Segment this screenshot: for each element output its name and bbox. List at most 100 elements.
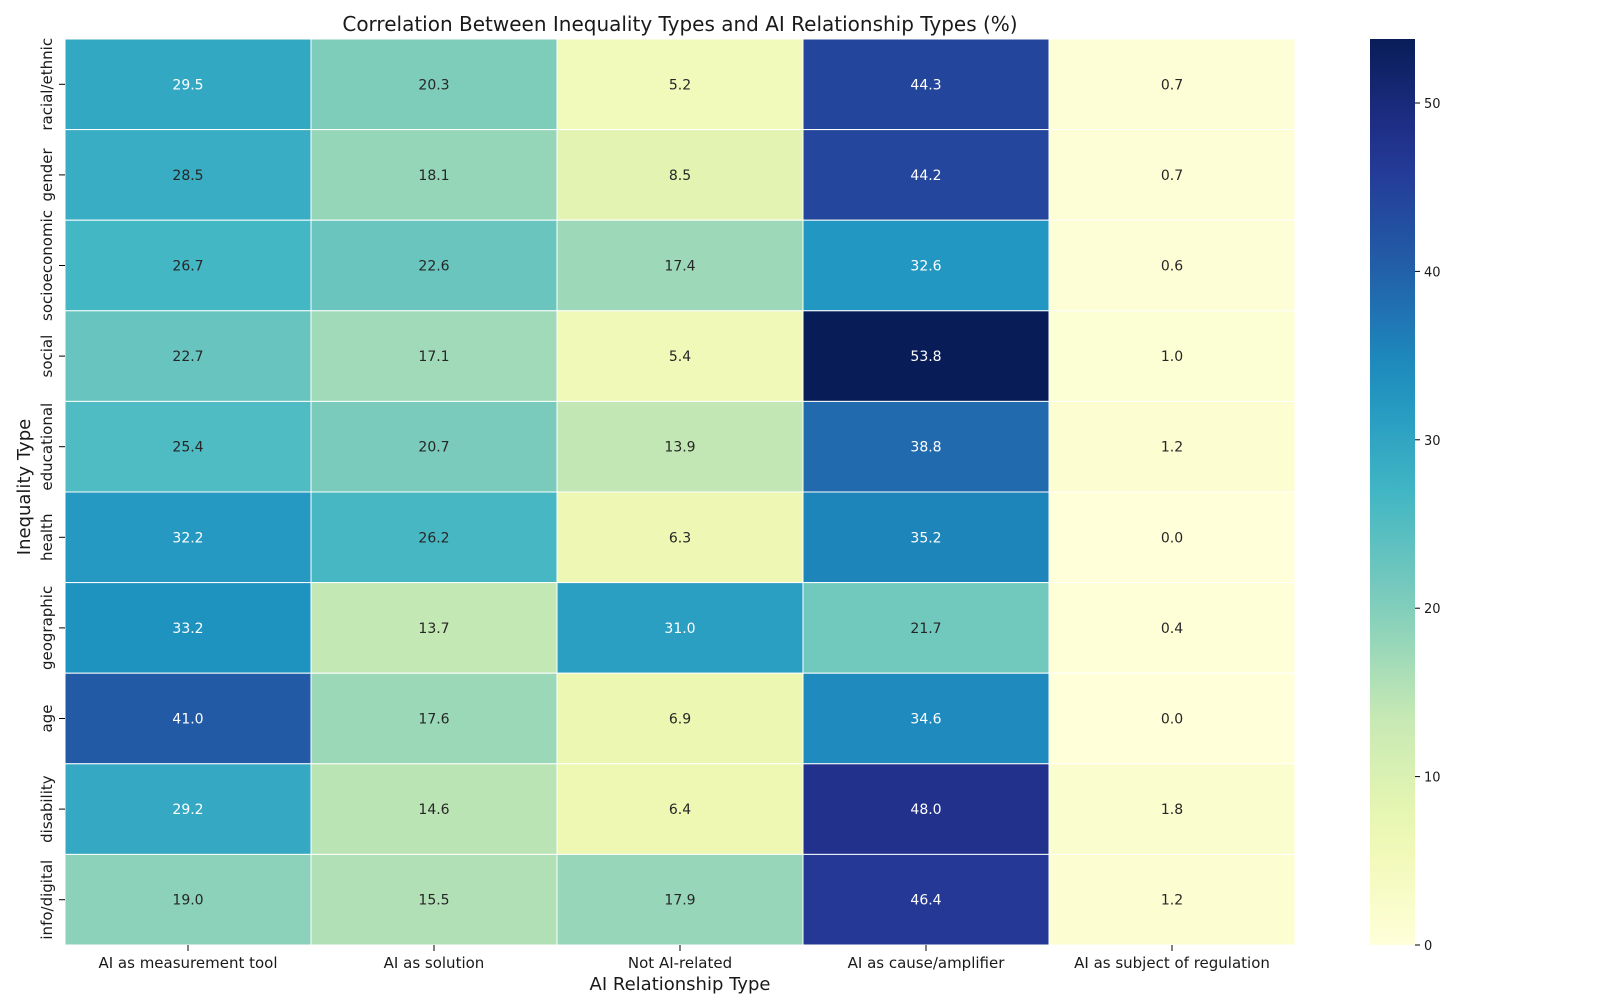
cell-value-label: 26.2 [418, 530, 449, 546]
heatmap-cell [310, 400, 558, 493]
heatmap-cell [310, 310, 558, 402]
heatmap-cell [310, 491, 558, 584]
cell-value-label: 19.0 [172, 893, 203, 909]
cell-value-label: 29.2 [172, 802, 203, 818]
heatmap-cell [556, 219, 804, 312]
cell-value-label: 22.6 [418, 259, 449, 275]
cell-value-label: 21.7 [910, 621, 941, 637]
cell-value-label: 48.0 [910, 802, 941, 818]
cell-value-label: 35.2 [910, 530, 941, 546]
cell-value-label: 0.0 [1161, 530, 1183, 546]
heatmap-cell [1048, 219, 1296, 312]
y-tick-label: racial/ethnic [38, 38, 56, 131]
cell-value-label: 6.9 [669, 712, 691, 728]
cell-value-label: 1.0 [1161, 349, 1183, 365]
heatmap-cell [802, 38, 1050, 131]
heatmap-cell [64, 38, 312, 131]
heatmap-cell [310, 853, 558, 946]
y-tick-label: social [38, 335, 56, 378]
colorbar-tick-label: 40 [1424, 265, 1441, 280]
cell-value-label: 33.2 [172, 621, 203, 637]
heatmap-cell [64, 853, 312, 946]
heatmap-cell [64, 582, 312, 674]
colorbar-tick-label: 20 [1424, 602, 1441, 617]
cell-value-label: 1.8 [1161, 802, 1183, 818]
colorbar-tick-label: 10 [1424, 771, 1441, 786]
cell-value-label: 26.7 [172, 259, 203, 275]
cell-value-label: 14.6 [418, 802, 449, 818]
heatmap-cell [802, 219, 1050, 312]
y-tick-label: gender [38, 147, 56, 201]
cell-value-label: 38.8 [910, 440, 941, 456]
heatmap-cell [802, 491, 1050, 584]
cell-value-label: 31.0 [664, 621, 695, 637]
cell-value-label: 41.0 [172, 712, 203, 728]
cell-value-label: 5.4 [669, 349, 691, 365]
x-tick-label: AI as subject of regulation [1074, 954, 1270, 972]
cell-value-label: 17.9 [664, 893, 695, 909]
heatmap-cell [1048, 400, 1296, 493]
cell-value-label: 20.3 [418, 77, 449, 93]
heatmap-cell [1048, 129, 1296, 221]
heatmap-cell [310, 38, 558, 131]
colorbar-tick-label: 50 [1424, 97, 1441, 112]
cell-value-label: 13.9 [664, 440, 695, 456]
cell-value-label: 6.3 [669, 530, 691, 546]
heatmap-cell [556, 491, 804, 584]
y-tick-label: age [38, 705, 56, 733]
heatmap-cell [1048, 672, 1296, 765]
heatmap-cell [556, 672, 804, 765]
heatmap-cell [556, 400, 804, 493]
y-tick-label: educational [38, 403, 56, 491]
x-axis: AI as measurement tool AI as solution Not … [98, 945, 1270, 972]
cell-value-label: 0.0 [1161, 712, 1183, 728]
y-tick-label: health [38, 514, 56, 561]
heatmap-cell [64, 129, 312, 221]
heatmap-cell [556, 853, 804, 946]
x-tick-label: AI as measurement tool [98, 954, 277, 972]
heatmap-cell [1048, 582, 1296, 674]
heatmap-cell [556, 129, 804, 221]
heatmap-cell [310, 672, 558, 765]
cell-value-label: 25.4 [172, 440, 203, 456]
cell-value-label: 34.6 [910, 712, 941, 728]
chart-title: Correlation Between Inequality Types and… [342, 12, 1017, 36]
cell-value-label: 28.5 [172, 168, 203, 184]
heatmap-cell [1048, 38, 1296, 131]
heatmap-cell [1048, 310, 1296, 402]
heatmap-cell [310, 219, 558, 312]
heatmap-cell [64, 400, 312, 493]
colorbar-tick-label: 30 [1424, 434, 1441, 449]
y-tick-label: info/digital [38, 860, 56, 940]
x-tick-label: AI as cause/amplifier [848, 954, 1006, 972]
cell-value-label: 46.4 [910, 893, 941, 909]
y-axis: racial/ethnic gender socioeconomic social ed… [38, 38, 65, 940]
cell-value-label: 17.6 [418, 712, 449, 728]
y-tick-label: socioeconomic [38, 210, 56, 321]
cell-value-label: 44.3 [910, 77, 941, 93]
x-tick-label: AI as solution [384, 954, 485, 972]
colorbar: 0 10 20 30 40 50 [1370, 39, 1441, 954]
cell-value-label: 53.8 [910, 349, 941, 365]
colorbar-tick-label: 0 [1424, 939, 1432, 954]
heatmap-cell [64, 672, 312, 765]
heatmap-cell [802, 853, 1050, 946]
cell-value-label: 8.5 [669, 168, 691, 184]
cell-value-label: 15.5 [418, 893, 449, 909]
heatmap-cells [64, 38, 1296, 946]
cell-value-label: 0.7 [1161, 168, 1183, 184]
cell-value-label: 32.6 [910, 259, 941, 275]
heatmap-cell [556, 38, 804, 131]
heatmap-cell [802, 672, 1050, 765]
heatmap-cell [802, 310, 1050, 402]
colorbar-gradient [1370, 39, 1415, 945]
heatmap-cell [1048, 853, 1296, 946]
cell-value-label: 17.4 [664, 259, 695, 275]
cell-value-label: 0.4 [1161, 621, 1183, 637]
heatmap-cell [1048, 491, 1296, 584]
cell-value-label: 5.2 [669, 77, 691, 93]
heatmap-cell [556, 763, 804, 855]
x-axis-label: AI Relationship Type [590, 974, 771, 995]
